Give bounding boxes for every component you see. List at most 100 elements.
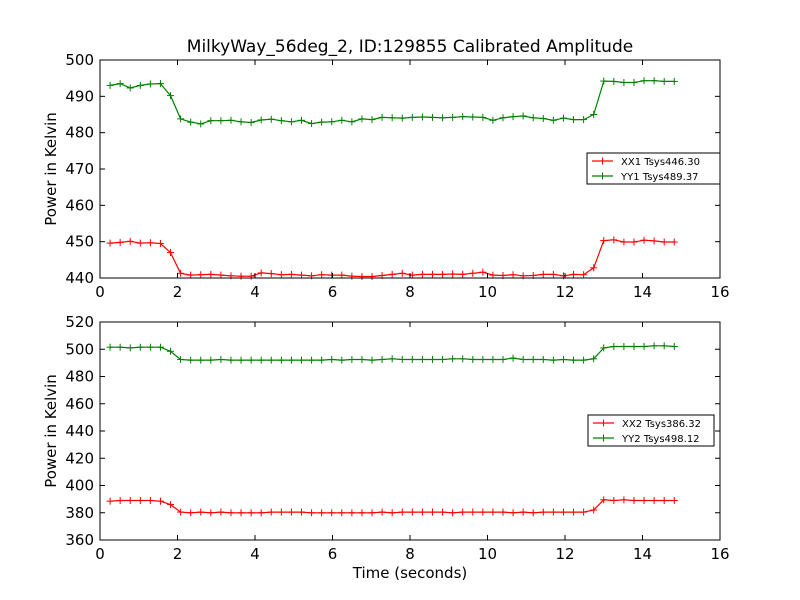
top-series-2-marker xyxy=(267,115,275,123)
bottom-series-1-marker xyxy=(600,496,608,504)
bottom-series-2-marker xyxy=(136,343,144,351)
top-series-1-marker xyxy=(247,272,255,280)
bottom-series-1-marker xyxy=(630,496,638,504)
bottom-series-2-marker xyxy=(318,356,326,364)
bottom-y-tick-label: 420 xyxy=(65,449,94,467)
bottom-series-2-marker xyxy=(167,347,175,355)
top-series-2-marker xyxy=(106,81,114,89)
bottom-series-1-marker xyxy=(358,509,366,517)
bottom-series-2-marker xyxy=(580,356,588,364)
bottom-series-1-marker xyxy=(408,508,416,516)
top-panel: 0 2 4 6 8 10 12 14 16 440 450 460 470 480 490 500 Powe… xyxy=(42,51,730,301)
top-series-1-marker xyxy=(439,270,447,278)
bottom-series-1-marker xyxy=(247,509,255,517)
bottom-series-1-marker xyxy=(227,509,235,517)
bottom-series-1-marker xyxy=(116,496,124,504)
top-series-1-marker xyxy=(469,269,477,277)
bottom-series-1-marker xyxy=(539,508,547,516)
bottom-series-2-marker xyxy=(257,356,265,364)
bottom-series-1-marker xyxy=(106,497,114,505)
top-series-2-marker xyxy=(660,77,668,85)
bottom-series-1-marker xyxy=(650,496,658,504)
bottom-series-2-marker xyxy=(418,355,426,363)
top-series-1-marker xyxy=(388,270,396,278)
top-series-1-marker xyxy=(398,269,406,277)
top-series-1-marker xyxy=(428,270,436,278)
top-series-2-marker xyxy=(287,118,295,126)
bottom-y-ticks: 360 380 400 420 440 460 480 500 520 xyxy=(65,313,720,549)
bottom-series-1-marker xyxy=(267,508,275,516)
bottom-series-1-marker xyxy=(308,509,316,517)
bottom-series-2-marker xyxy=(630,343,638,351)
bottom-series-1-marker xyxy=(318,509,326,517)
bottom-series-2-marker xyxy=(549,356,557,364)
top-series-2-marker xyxy=(418,113,426,121)
top-series-2-marker xyxy=(590,111,598,118)
bottom-series-2-marker xyxy=(177,355,185,363)
top-series-2-marker xyxy=(398,114,406,122)
top-series-1-marker xyxy=(570,270,578,278)
top-series-1-marker xyxy=(116,238,124,246)
bottom-series-1-marker xyxy=(368,509,376,517)
bottom-series-2-marker xyxy=(187,356,195,364)
top-series-1-marker xyxy=(207,270,215,278)
top-series-2-marker xyxy=(308,120,316,128)
bottom-series-2-marker xyxy=(116,343,124,351)
top-y-tick-label: 480 xyxy=(65,124,94,142)
top-y-tick-label: 490 xyxy=(65,87,94,105)
top-series-1-marker xyxy=(459,270,467,278)
bottom-series-2-marker xyxy=(559,355,567,363)
top-y-ticks: 440 450 460 470 480 490 500 xyxy=(65,51,720,287)
top-series-2-marker xyxy=(630,79,638,87)
bottom-x-tick-label: 12 xyxy=(555,545,574,563)
top-series-2-marker xyxy=(146,80,154,88)
bottom-series-1-marker xyxy=(529,509,537,517)
top-series-2-marker xyxy=(167,92,175,100)
top-series-1-marker xyxy=(580,271,588,279)
top-series-1-marker xyxy=(177,269,185,277)
top-series-1-marker xyxy=(237,272,245,280)
top-series-2-marker xyxy=(449,113,457,121)
top-series-1-marker xyxy=(126,237,134,245)
top-series-1-marker xyxy=(106,239,114,247)
bottom-series-1-marker xyxy=(146,496,154,504)
bottom-series-1-marker xyxy=(418,508,426,516)
top-series-2-marker xyxy=(640,77,648,85)
top-series-2-marker xyxy=(428,113,436,121)
top-series-1-marker xyxy=(368,273,376,281)
bottom-series-1-marker xyxy=(237,509,245,517)
top-x-tick-label: 8 xyxy=(405,283,415,301)
top-series-2-marker xyxy=(388,114,396,122)
bottom-series-1-marker xyxy=(660,496,668,504)
top-series-2-marker xyxy=(408,113,416,121)
bottom-series-2-marker xyxy=(539,355,547,363)
bottom-series-2-marker xyxy=(247,356,255,364)
top-series-1-marker xyxy=(600,237,608,245)
top-series-1-marker xyxy=(146,239,154,247)
bottom-series-1-marker xyxy=(338,509,346,517)
bottom-series-1-marker xyxy=(136,496,144,504)
top-series-1-marker xyxy=(489,271,497,279)
bottom-legend-label-1: XX2 Tsys386.32 xyxy=(622,419,701,430)
top-x-tick-label: 14 xyxy=(633,283,652,301)
bottom-x-tick-label: 4 xyxy=(250,545,260,563)
top-series-1-marker xyxy=(338,271,346,279)
bottom-y-tick-label: 400 xyxy=(65,477,94,495)
top-series-1-marker xyxy=(328,271,336,279)
top-series-2-marker xyxy=(247,118,255,126)
bottom-series-2-marker xyxy=(358,355,366,363)
top-series-2-marker xyxy=(197,120,205,128)
bottom-series-2-marker xyxy=(267,356,275,364)
top-legend: XX1 Tsys446.30 YY1 Tsys489.37 xyxy=(586,152,721,185)
top-series-1-marker xyxy=(610,236,618,244)
bottom-series-2-marker xyxy=(217,355,225,363)
bottom-series-2-marker xyxy=(570,356,578,364)
top-series-2-marker xyxy=(237,118,245,126)
bottom-series-1-marker xyxy=(257,509,265,517)
top-series-2-marker xyxy=(217,117,225,125)
bottom-series-2-marker xyxy=(610,343,618,351)
top-y-tick-label: 450 xyxy=(65,233,94,251)
bottom-series-1-marker xyxy=(640,496,648,504)
